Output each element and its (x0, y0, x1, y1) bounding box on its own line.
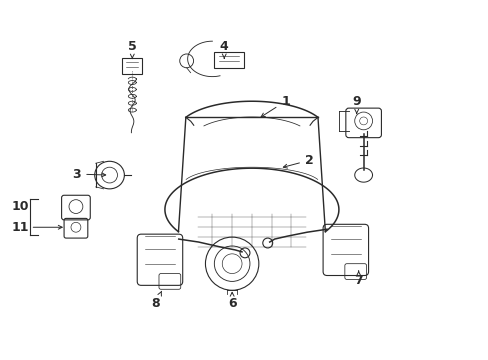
Text: 2: 2 (283, 154, 313, 168)
Text: 7: 7 (354, 271, 362, 287)
Text: 11: 11 (12, 221, 29, 234)
Text: 4: 4 (220, 40, 228, 58)
Text: 3: 3 (72, 168, 105, 181)
Text: 6: 6 (227, 292, 236, 310)
Text: 8: 8 (151, 291, 161, 310)
Text: 1: 1 (261, 95, 289, 117)
Text: 9: 9 (352, 95, 360, 113)
Text: 5: 5 (128, 40, 136, 58)
Text: 10: 10 (12, 200, 29, 213)
